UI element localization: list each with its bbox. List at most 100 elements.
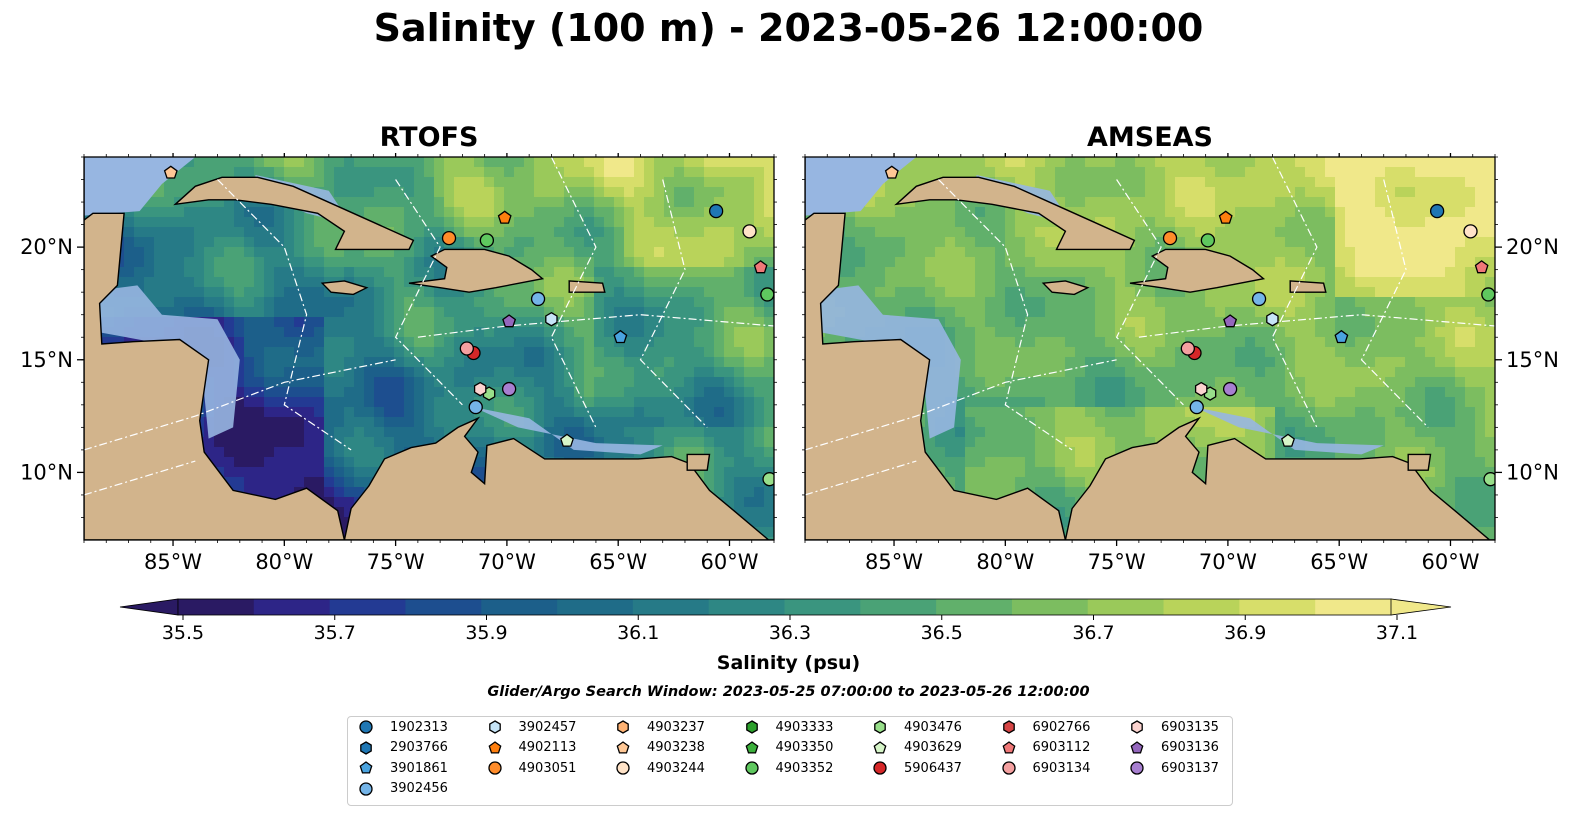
legend-marker-circle [487, 761, 502, 775]
colorbar-bin [481, 599, 558, 615]
eez-boundary [217, 179, 352, 451]
colorbar-bin [178, 599, 255, 615]
colorbar-bin [936, 599, 1013, 615]
colorbar-bin [1087, 599, 1165, 615]
legend-symbol [873, 740, 887, 754]
shallow-shelf [84, 285, 240, 439]
y-tick-label: 10°N [1506, 460, 1559, 484]
legend-marker-pentagon [1130, 740, 1144, 754]
colorbar-tick-label: 35.5 [162, 622, 204, 644]
legend-label: 4903350 [775, 740, 834, 756]
legend-marker-circle [359, 782, 373, 796]
colorbar-bin [1163, 599, 1240, 615]
legend-marker-pentagon [745, 740, 758, 754]
legend-symbol [616, 761, 630, 775]
legend-marker-hexagon [745, 720, 758, 734]
eez-boundary [417, 314, 774, 338]
colorbar-tick-label: 37.1 [1376, 622, 1418, 644]
colorbar-bin [632, 599, 710, 615]
obs-marker-extra-3 [468, 399, 483, 415]
legend-marker-hexagon [1131, 720, 1143, 734]
obs-marker-6903112 [1474, 260, 1489, 274]
colorbar-tick-label: 36.9 [1224, 622, 1266, 644]
map-frame [804, 156, 1496, 541]
eez-boundary [639, 179, 708, 428]
y-tick-label: 10°N [20, 460, 73, 484]
legend-item-4902113: 4902113 [485, 738, 577, 758]
legend-symbol [616, 740, 630, 754]
x-tick-label: 65°W [1310, 550, 1368, 574]
legend-symbol [488, 740, 501, 754]
legend-label: 1902313 [390, 719, 448, 735]
eez-boundary [938, 179, 1073, 451]
x-tick-label: 70°W [1199, 550, 1257, 574]
legend-item-4903244: 4903244 [613, 758, 705, 778]
legend-symbol [744, 761, 759, 775]
obs-marker-3902457 [545, 311, 558, 327]
legend-label: 3902456 [390, 781, 448, 797]
obs-marker-extra-3 [1189, 399, 1204, 415]
x-tick-label: 80°W [255, 550, 313, 574]
colorbar-bin [860, 599, 937, 615]
shallow-shelf [1194, 407, 1384, 455]
obs-marker-extra-1 [760, 287, 774, 302]
legend-symbol [1001, 761, 1016, 775]
legend-marker-circle [359, 720, 373, 734]
legend-marker-pentagon [616, 740, 630, 754]
obs-marker-3902456 [530, 291, 546, 307]
legend-symbol [1130, 761, 1144, 775]
obs-marker-4903244 [742, 224, 757, 239]
colorbar: 35.5 35.7 35.9 36.1 36.3 36.5 36.7 36.9 37.1 [119, 598, 1452, 644]
legend-item-6903112: 6903112 [999, 738, 1091, 758]
legend-label: 6903112 [1032, 740, 1091, 756]
legend-marker-circle [616, 761, 630, 775]
legend-marker-hexagon [617, 720, 629, 734]
colorbar-extend-high [1390, 598, 1452, 616]
colorbar-bin [784, 599, 861, 615]
legend-item-5906437: 5906437 [870, 758, 962, 778]
obs-marker-6903137 [501, 381, 517, 397]
legend-marker-pentagon [873, 740, 887, 754]
legend-item-4903350: 4903350 [742, 738, 834, 758]
colorbar-bin [1239, 599, 1316, 615]
legend-label: 3901861 [390, 760, 448, 776]
land [1129, 248, 1266, 293]
legend-label: 4903352 [775, 760, 834, 776]
x-tick-label: 65°W [589, 550, 647, 574]
legend-label: 6903134 [1032, 760, 1091, 776]
obs-marker-6903137 [1222, 381, 1238, 397]
legend-symbol [488, 720, 501, 734]
eez-boundary [805, 460, 917, 496]
obs-marker-6903136 [502, 314, 517, 328]
legend-item-6903135: 6903135 [1127, 717, 1219, 737]
legend-item-6902766: 6902766 [999, 717, 1090, 737]
map-panel-amseas: 85°W 80°W 75°W 70°W 65°W 60°W 20°N 15°N 10°N [802, 153, 1559, 574]
legend-item-6903134: 6903134 [999, 758, 1091, 778]
obs-marker-extra-1 [1481, 287, 1495, 302]
legend-marker-circle [744, 761, 759, 775]
legend-item-3902456: 3902456 [356, 779, 448, 799]
legend-item-4903352: 4903352 [742, 758, 834, 778]
obs-marker-extra-2 [762, 472, 774, 487]
legend-label: 4903238 [647, 740, 705, 756]
legend-symbol [487, 761, 502, 775]
legend-item-4903051: 4903051 [485, 758, 576, 778]
colorbar-tick-label: 36.3 [769, 622, 811, 644]
colorbar-bin [1011, 599, 1089, 615]
land [894, 176, 1136, 251]
legend-item-2903766: 2903766 [356, 738, 448, 758]
obs-marker-6903134 [1180, 341, 1195, 356]
legend-symbol [359, 761, 373, 774]
colorbar-label: Salinity (psu) [716, 652, 861, 674]
colorbar-bin [405, 599, 482, 615]
legend-symbol [359, 782, 373, 796]
eez-boundary [84, 460, 196, 496]
legend-label: 4902113 [518, 740, 577, 756]
colorbar-tick-label: 36.1 [617, 622, 659, 644]
legend-item-3902457: 3902457 [485, 717, 576, 737]
map-frame [83, 156, 775, 541]
x-tick-label: 85°W [144, 550, 202, 574]
obs-marker-4903051 [441, 230, 457, 246]
legend-marker-hexagon [488, 720, 501, 734]
legend-label: 4903244 [647, 760, 705, 776]
